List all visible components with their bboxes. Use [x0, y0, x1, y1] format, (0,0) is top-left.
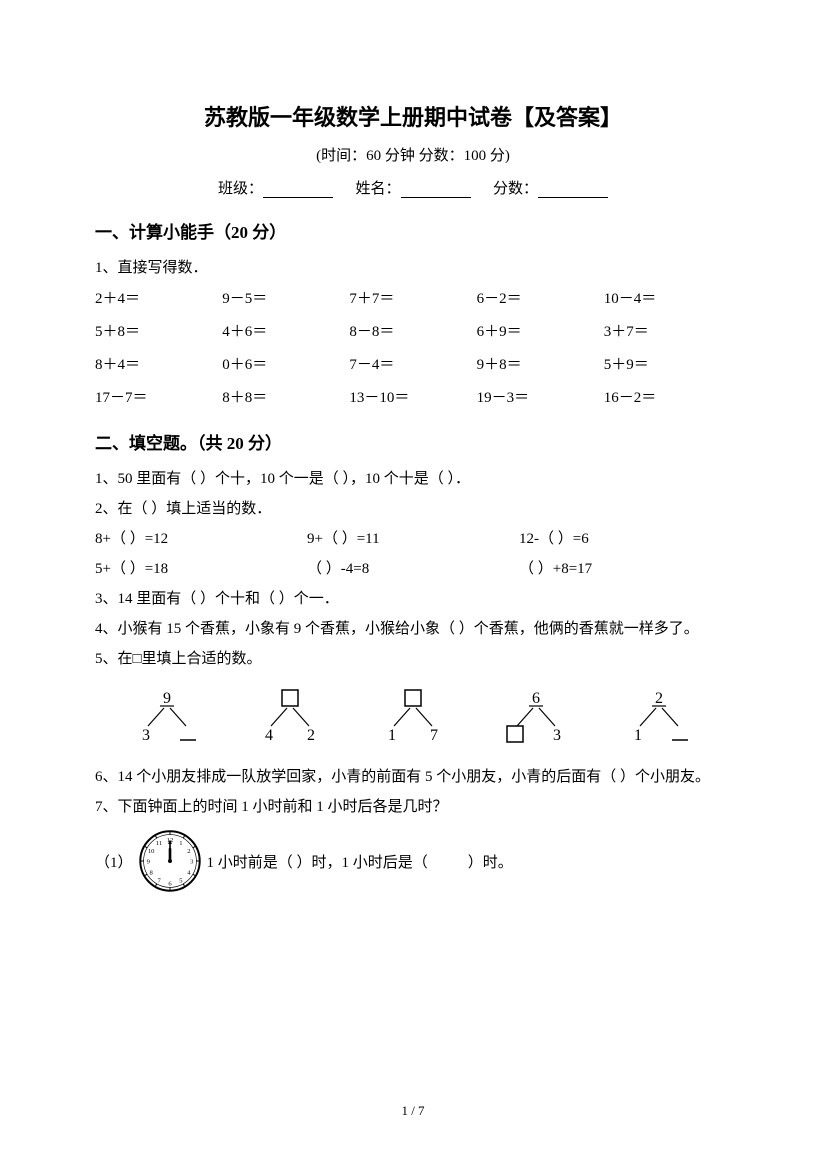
calc-cell: 5＋9＝ [604, 349, 731, 382]
number-split: 93 [132, 688, 202, 748]
svg-text:2: 2 [655, 690, 663, 707]
calc-cell: 19－3＝ [477, 382, 604, 415]
fill-cell: （ ）-4=8 [307, 554, 519, 584]
svg-text:2: 2 [187, 848, 190, 855]
number-split: 21 [624, 688, 694, 748]
calc-cell: 13－10＝ [349, 382, 476, 415]
calc-cell: 9－5＝ [222, 283, 349, 316]
svg-text:3: 3 [553, 727, 561, 743]
svg-text:11: 11 [155, 840, 161, 847]
svg-text:10: 10 [147, 848, 154, 855]
name-label: 姓名： [355, 181, 400, 197]
calc-cell: 8＋8＝ [222, 382, 349, 415]
svg-text:6: 6 [532, 690, 540, 707]
number-split: 42 [255, 688, 325, 748]
calc-cell: 16－2＝ [604, 382, 731, 415]
q7-text-b: ）时。 [468, 851, 513, 872]
svg-text:4: 4 [265, 727, 273, 743]
fill-cell: 9+（ ）=11 [307, 524, 519, 554]
calc-cell: 6＋9＝ [477, 316, 604, 349]
score-blank [538, 182, 608, 198]
calc-cell: 7＋7＝ [349, 283, 476, 316]
exam-subtitle: (时间：60 分钟 分数：100 分) [95, 144, 731, 165]
calc-cell: 8－8＝ [349, 316, 476, 349]
s2-q1: 1、50 里面有（ ）个十，10 个一是（ ），10 个十是（ ）． [95, 464, 731, 494]
calc-cell: 17－7＝ [95, 382, 222, 415]
info-line: 班级： 姓名： 分数： [95, 177, 731, 198]
calc-cell: 7－4＝ [349, 349, 476, 382]
calc-cell: 5＋8＝ [95, 316, 222, 349]
section1-header: 一、计算小能手（20 分） [95, 218, 731, 243]
number-split: 17 [378, 688, 448, 748]
calc-cell: 9＋8＝ [477, 349, 604, 382]
fill-grid: 8+（ ）=129+（ ）=1112-（ ）=6 5+（ ）=18（ ）-4=8（… [95, 524, 731, 584]
q7-blank [428, 853, 468, 870]
q1-label: 1、直接写得数． [95, 253, 731, 283]
s2-q4: 4、小猴有 15 个香蕉，小象有 9 个香蕉，小猴给小象（ ）个香蕉，他俩的香蕉… [95, 614, 731, 644]
fill-cell: 12-（ ）=6 [519, 524, 731, 554]
s2-q5: 5、在□里填上合适的数。 [95, 644, 731, 674]
svg-text:7: 7 [430, 727, 438, 743]
score-label: 分数： [493, 181, 538, 197]
number-split-row: 9342176321 [95, 688, 731, 748]
fill-cell: 8+（ ）=12 [95, 524, 307, 554]
svg-text:1: 1 [388, 727, 396, 743]
s2-q6: 6、14 个小朋友排成一队放学回家，小青的前面有 5 个小朋友，小青的后面有（ … [95, 762, 731, 792]
calc-grid: 2＋4＝9－5＝7＋7＝6－2＝10－4＝ 5＋8＝4＋6＝8－8＝6＋9＝3＋7… [95, 283, 731, 415]
q7-text-a: 1 小时前是（ ）时，1 小时后是（ [207, 851, 428, 872]
calc-cell: 0＋6＝ [222, 349, 349, 382]
calc-cell: 4＋6＝ [222, 316, 349, 349]
page-number: 1 / 7 [0, 1103, 826, 1119]
s2-q3: 3、14 里面有（ ）个十和（ ）个一． [95, 584, 731, 614]
calc-cell: 2＋4＝ [95, 283, 222, 316]
svg-text:9: 9 [163, 690, 171, 707]
exam-title: 苏教版一年级数学上册期中试卷【及答案】 [95, 100, 731, 132]
svg-text:1: 1 [179, 840, 182, 847]
name-blank [401, 182, 471, 198]
section2-header: 二、填空题。（共 20 分） [95, 429, 731, 454]
calc-cell: 8＋4＝ [95, 349, 222, 382]
calc-cell: 3＋7＝ [604, 316, 731, 349]
class-blank [263, 182, 333, 198]
s2-q7: 7、下面钟面上的时间 1 小时前和 1 小时后各是几时？ [95, 792, 731, 822]
number-split: 63 [501, 688, 571, 748]
fill-cell: （ ）+8=17 [519, 554, 731, 584]
svg-text:3: 3 [142, 727, 150, 743]
class-label: 班级： [218, 181, 263, 197]
svg-text:2: 2 [307, 727, 315, 743]
calc-cell: 10－4＝ [604, 283, 731, 316]
q7-sub-label: （1） [95, 851, 133, 872]
s2-q2: 2、在（ ）填上适当的数． [95, 494, 731, 524]
calc-cell: 6－2＝ [477, 283, 604, 316]
clock-icon: 123456789101112 [137, 828, 203, 894]
svg-text:1: 1 [634, 727, 642, 743]
clock-question: （1） 123456789101112 1 小时前是（ ）时，1 小时后是（ ）… [95, 828, 731, 894]
fill-cell: 5+（ ）=18 [95, 554, 307, 584]
